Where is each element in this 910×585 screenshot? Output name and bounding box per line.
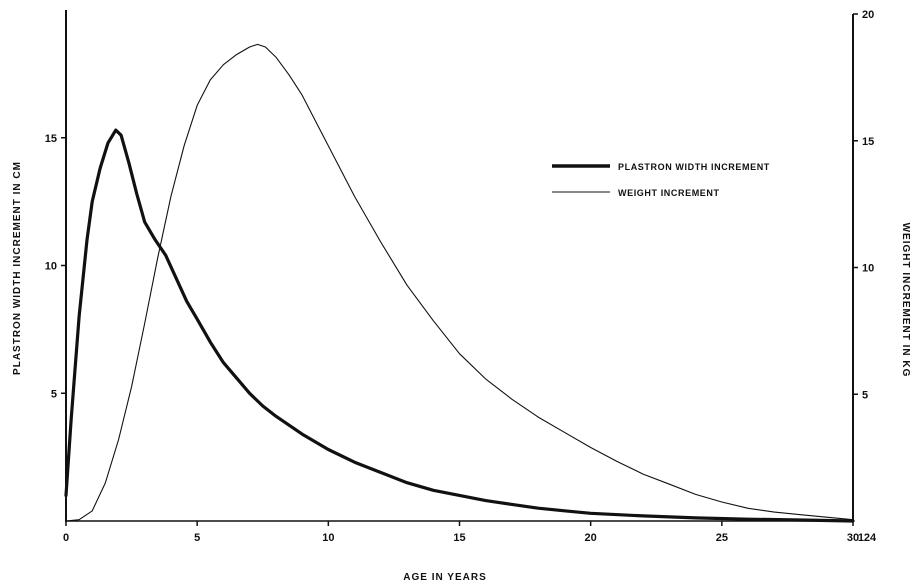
legend: PLASTRON WIDTH INCREMENT WEIGHT INCREMEN… <box>552 162 770 198</box>
x-tick-label-0: 0 <box>63 532 69 544</box>
legend-label-weight: WEIGHT INCREMENT <box>618 188 720 198</box>
x-tick-label-3: 15 <box>453 532 465 544</box>
x-tick-label-5: 25 <box>716 532 728 544</box>
y-left-tick-label-0: 5 <box>51 388 57 400</box>
y-axis-left-label: PLASTRON WIDTH INCREMENT IN CM <box>12 161 23 375</box>
y-right-tick-label-0: 5 <box>862 389 868 401</box>
legend-label-plastron: PLASTRON WIDTH INCREMENT <box>618 162 770 172</box>
series-line-weight <box>65 43 854 522</box>
series-layer <box>64 43 855 523</box>
x-tick-label-4: 20 <box>585 532 597 544</box>
x-tick-label-6: 30 <box>847 532 859 544</box>
x-axis-label: AGE IN YEARS <box>403 572 487 583</box>
x-tick-label-1: 5 <box>194 532 200 544</box>
x-tick-label-extra: 124 <box>858 532 877 544</box>
y-right-tick-label-3: 20 <box>862 9 874 21</box>
x-tick-label-2: 10 <box>322 532 334 544</box>
y-axis-right-label: WEIGHT INCREMENT IN KG <box>900 223 910 378</box>
y-right-tick-label-2: 15 <box>862 136 874 148</box>
series-line-plastron-width <box>64 128 855 523</box>
y-left-tick-label-2: 15 <box>45 133 57 145</box>
y-left-tick-label-1: 10 <box>45 261 57 273</box>
y-right-tick-label-1: 10 <box>862 263 874 275</box>
